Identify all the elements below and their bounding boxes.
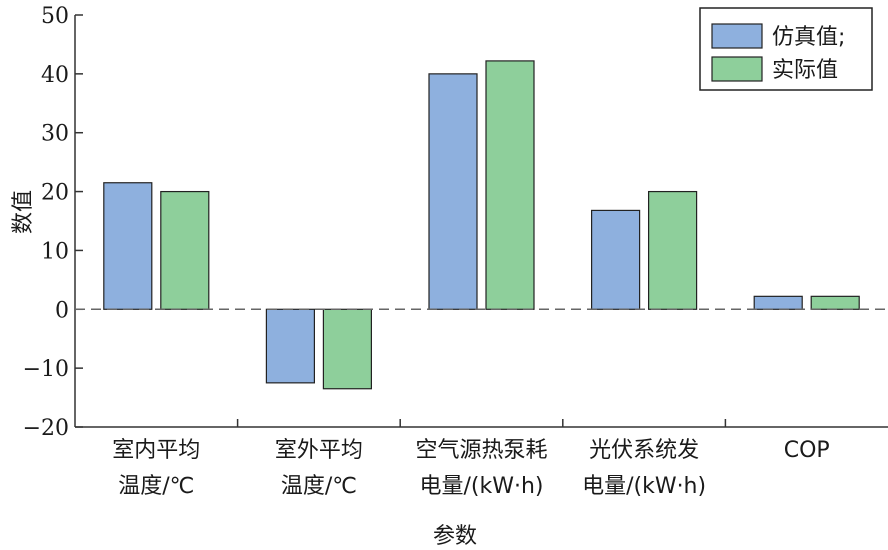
legend-swatch xyxy=(711,23,763,49)
x-category-label: 电量/(kW·h) xyxy=(419,474,543,499)
bar-actual-3 xyxy=(647,190,698,310)
x-category-label: 温度/℃ xyxy=(118,474,194,499)
x-category-label: 电量/(kW·h) xyxy=(582,474,706,499)
bar-actual-2 xyxy=(485,60,535,310)
legend-label: 仿真值; xyxy=(772,25,845,50)
bar-simulated-1 xyxy=(265,308,315,384)
bar-simulated-2 xyxy=(428,73,478,310)
legend-label: 实际值 xyxy=(772,58,838,83)
x-category-label: 室外平均 xyxy=(275,438,363,463)
bar-simulated-0 xyxy=(103,182,153,310)
y-tick-label: 50 xyxy=(41,4,69,29)
y-tick-label: 40 xyxy=(41,63,69,88)
y-tick-label: −20 xyxy=(23,416,69,441)
y-tick-label: 30 xyxy=(41,122,69,147)
bar-simulated-4 xyxy=(753,295,803,310)
x-category-label: 温度/℃ xyxy=(281,474,357,499)
x-category-label: 空气源热泵耗 xyxy=(415,438,547,463)
x-axis-label: 参数 xyxy=(433,524,477,549)
y-tick-label: 10 xyxy=(41,239,69,264)
x-category-label: 室内平均 xyxy=(112,438,200,463)
x-category-label: COP xyxy=(784,438,830,463)
bars-layer xyxy=(103,60,860,390)
y-tick-label: 0 xyxy=(55,298,69,323)
x-category-label: 光伏系统发 xyxy=(589,438,699,463)
bar-simulated-3 xyxy=(590,209,641,310)
y-tick-label: −10 xyxy=(23,357,69,382)
axes-layer: −20−1001020304050室内平均温度/℃室外平均温度/℃空气源热泵耗电… xyxy=(23,4,888,499)
y-axis-label: 数值 xyxy=(11,190,36,234)
legend-swatch xyxy=(711,56,763,82)
bar-actual-0 xyxy=(160,190,210,310)
legend: 仿真值; 实际值 xyxy=(699,7,873,91)
y-tick-label: 20 xyxy=(41,181,69,206)
bar-actual-4 xyxy=(810,295,860,310)
bar-actual-1 xyxy=(322,308,372,390)
